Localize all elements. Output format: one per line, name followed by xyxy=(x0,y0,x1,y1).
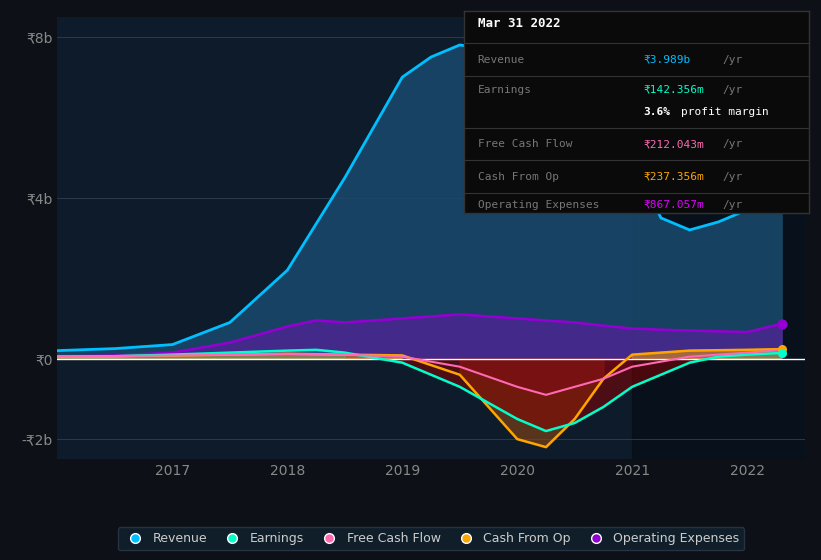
Text: /yr: /yr xyxy=(722,54,743,64)
Legend: Revenue, Earnings, Free Cash Flow, Cash From Op, Operating Expenses: Revenue, Earnings, Free Cash Flow, Cash … xyxy=(117,528,745,550)
Point xyxy=(775,319,788,328)
Text: /yr: /yr xyxy=(722,200,743,210)
Text: ₹237.356m: ₹237.356m xyxy=(643,171,704,181)
Text: ₹867.057m: ₹867.057m xyxy=(643,200,704,210)
Point xyxy=(775,348,788,357)
Text: 3.6%: 3.6% xyxy=(643,107,670,117)
Text: /yr: /yr xyxy=(722,139,743,150)
Text: Cash From Op: Cash From Op xyxy=(478,171,558,181)
Text: ₹142.356m: ₹142.356m xyxy=(643,85,704,95)
Text: ₹3.989b: ₹3.989b xyxy=(643,54,690,64)
Text: ₹212.043m: ₹212.043m xyxy=(643,139,704,150)
Text: Mar 31 2022: Mar 31 2022 xyxy=(478,17,560,30)
Text: Revenue: Revenue xyxy=(478,54,525,64)
Bar xyxy=(632,17,821,459)
Text: /yr: /yr xyxy=(722,85,743,95)
Text: Free Cash Flow: Free Cash Flow xyxy=(478,139,572,150)
Point xyxy=(775,194,788,203)
Text: /yr: /yr xyxy=(722,171,743,181)
Point xyxy=(775,344,788,353)
Text: Earnings: Earnings xyxy=(478,85,532,95)
Text: Operating Expenses: Operating Expenses xyxy=(478,200,599,210)
Text: profit margin: profit margin xyxy=(681,107,768,117)
